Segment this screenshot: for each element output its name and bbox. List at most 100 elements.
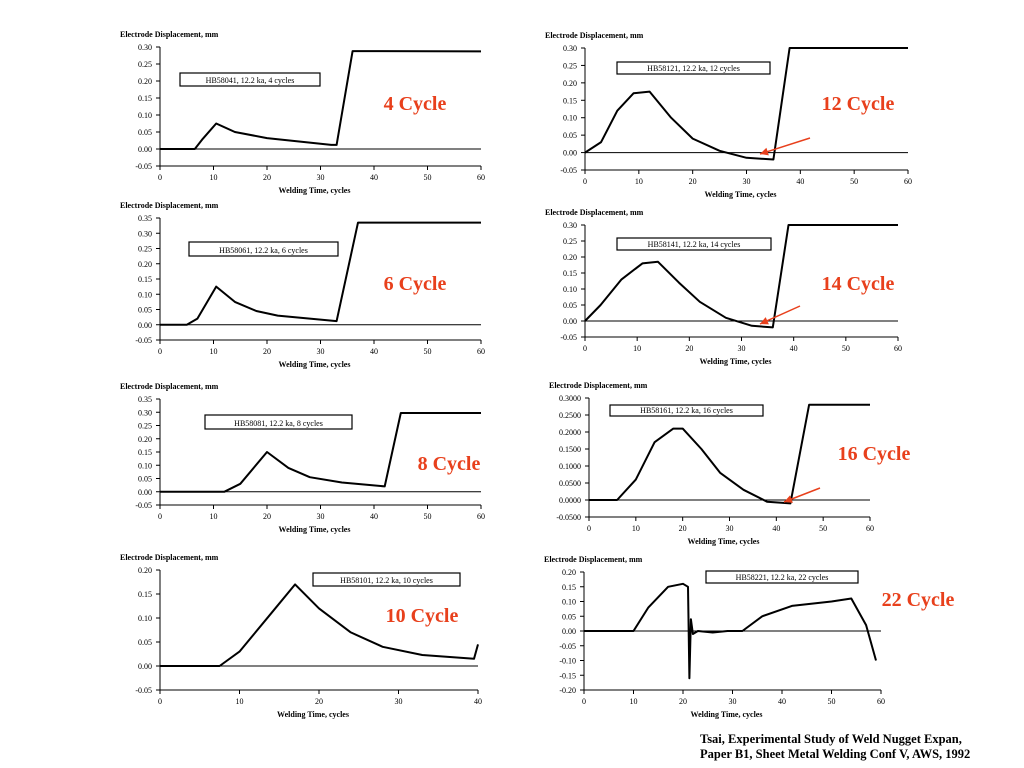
y-tick-label: 0.20 (138, 260, 152, 269)
legend-box (609, 404, 764, 417)
x-tick-label: 30 (317, 512, 325, 521)
y-tick-label: 0.15 (563, 269, 577, 278)
y-tick-label: 0.10 (138, 614, 152, 623)
chart-6: -0.05 0.00 0.05 0.10 0.15 0.20 0.25 0.30 0 10 20 30… (545, 208, 902, 366)
x-axis-title: Welding Time, cycles (279, 525, 351, 534)
y-tick-label: 0.35 (138, 395, 152, 404)
y-tick-label: 0.05 (563, 301, 577, 310)
y-tick-label: 0.00 (138, 321, 152, 330)
legend-label: HB58061, 12.2 ka, 6 cycles (219, 246, 308, 255)
x-tick-label: 10 (630, 697, 638, 706)
y-tick-label: 0.15 (138, 590, 152, 599)
x-tick-label: 60 (477, 512, 485, 521)
y-tick-label: 0.15 (563, 96, 577, 105)
legend-box (312, 572, 461, 587)
x-tick-label: 20 (685, 344, 693, 353)
y-axis-title: Electrode Displacement, mm (120, 201, 219, 210)
x-tick-label: 20 (679, 697, 687, 706)
y-tick-label: 0.10 (562, 598, 576, 607)
displacement-series (160, 50, 482, 150)
legend-label: HB58221, 12.2 ka, 22 cycles (736, 573, 829, 582)
chart-8: -0.20 -0.15 -0.10 -0.05 0.00 0.05 0.10 0.15 0.20… (544, 555, 954, 719)
x-tick-label: 50 (424, 512, 432, 521)
x-tick-label: 20 (315, 697, 323, 706)
y-tick-label: 0.10 (563, 285, 577, 294)
x-tick-label: 10 (210, 347, 218, 356)
displacement-series (584, 582, 877, 680)
x-tick-label: 50 (819, 524, 827, 533)
y-tick-label: 0.15 (138, 275, 152, 284)
x-tick-label: 0 (582, 697, 586, 706)
y-axis-title: Electrode Displacement, mm (549, 381, 648, 390)
y-tick-label: 0.20 (138, 566, 152, 575)
x-tick-label: 30 (738, 344, 746, 353)
x-tick-label: 50 (828, 697, 836, 706)
cycle-callout: 14 Cycle (822, 273, 895, 295)
y-tick-label: 0.00 (563, 317, 577, 326)
y-tick-label: 0.05 (562, 612, 576, 621)
y-axis-title: Electrode Displacement, mm (120, 553, 219, 562)
x-tick-label: 50 (424, 173, 432, 182)
cycle-callout: 22 Cycle (882, 589, 955, 611)
y-tick-label: 0.10 (138, 461, 152, 470)
displacement-series (584, 224, 898, 329)
y-tick-label: 0.20 (563, 253, 577, 262)
y-axis-title: Electrode Displacement, mm (545, 31, 644, 40)
x-tick-label: 30 (317, 173, 325, 182)
x-tick-label: 30 (395, 697, 403, 706)
cycle-callout: 6 Cycle (384, 273, 447, 295)
x-tick-label: 0 (158, 697, 162, 706)
y-tick-label: -0.05 (135, 336, 152, 345)
cycle-callout: 10 Cycle (386, 605, 459, 627)
x-axis-title: Welding Time, cycles (277, 710, 349, 719)
x-tick-label: 20 (263, 512, 271, 521)
y-tick-label: -0.05 (559, 642, 576, 651)
y-tick-label: 0.15 (138, 448, 152, 457)
y-tick-label: -0.15 (559, 671, 576, 680)
y-tick-label: 0.0500 (559, 479, 581, 488)
x-axis-title: Welding Time, cycles (691, 710, 763, 719)
x-tick-label: 40 (778, 697, 786, 706)
x-tick-label: 60 (904, 177, 912, 186)
citation-line-2: Paper B1, Sheet Metal Welding Conf V, AW… (700, 747, 971, 761)
y-tick-label: 0.30 (138, 43, 152, 52)
citation: Tsai, Experimental Study of Weld Nugget … (700, 732, 1016, 762)
y-tick-label: 0.05 (563, 131, 577, 140)
displacement-series (584, 47, 908, 161)
y-tick-label: 0.05 (138, 638, 152, 647)
x-tick-label: 40 (370, 347, 378, 356)
y-tick-label: 0.20 (563, 79, 577, 88)
y-tick-label: 0.00 (138, 662, 152, 671)
y-tick-label: 0.30 (563, 221, 577, 230)
legend-box (179, 72, 321, 87)
chart-1: -0.05 0.00 0.05 0.10 0.15 0.20 0.25 0.30 0 10 20 30… (120, 30, 485, 195)
x-axis-title: Welding Time, cycles (279, 186, 351, 195)
y-tick-label: -0.20 (559, 686, 576, 695)
x-tick-label: 0 (158, 347, 162, 356)
x-axis-title: Welding Time, cycles (688, 537, 760, 546)
x-tick-label: 40 (370, 173, 378, 182)
y-tick-label: 0.25 (138, 60, 152, 69)
y-tick-label: 0.1000 (559, 462, 581, 471)
y-tick-label: 0.1500 (559, 445, 581, 454)
y-tick-label: 0.20 (138, 77, 152, 86)
y-axis-title: Electrode Displacement, mm (120, 30, 219, 39)
legend-label: HB58121, 12.2 ka, 12 cycles (647, 64, 740, 73)
x-tick-label: 30 (729, 697, 737, 706)
x-tick-label: 40 (790, 344, 798, 353)
displacement-series (160, 583, 479, 667)
cycle-callout: 16 Cycle (838, 443, 911, 465)
x-tick-label: 0 (583, 344, 587, 353)
y-tick-label: 0.25 (563, 61, 577, 70)
y-axis-title: Electrode Displacement, mm (120, 382, 219, 391)
cycle-callout: 4 Cycle (384, 93, 447, 115)
x-tick-label: 60 (866, 524, 874, 533)
y-tick-label: 0.30 (138, 408, 152, 417)
chart-5: -0.05 0.00 0.05 0.10 0.15 0.20 0.25 0.30 0 10 20 30… (545, 31, 912, 199)
y-tick-label: 0.10 (138, 290, 152, 299)
legend-label: HB58161, 12.2 ka, 16 cycles (640, 406, 733, 415)
x-tick-label: 50 (424, 347, 432, 356)
x-tick-label: 50 (842, 344, 850, 353)
legend-label: HB58141, 12.2 ka, 14 cycles (648, 240, 741, 249)
